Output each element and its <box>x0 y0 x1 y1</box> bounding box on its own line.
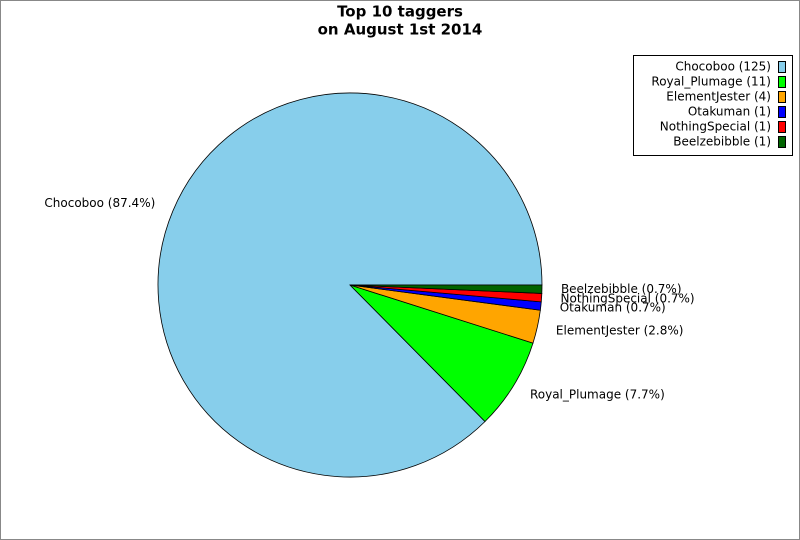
legend-label: Chocoboo (125) <box>675 60 771 74</box>
legend-label: Otakuman (1) <box>688 105 771 119</box>
legend-label: NothingSpecial (1) <box>660 120 771 134</box>
slice-label: NothingSpecial (0.7%) <box>561 291 695 305</box>
legend-swatch <box>778 106 786 118</box>
slice-label: Otakuman (0.7%) <box>560 301 666 315</box>
slice-label: Chocoboo (87.4%) <box>44 196 155 210</box>
slice-label: ElementJester (2.8%) <box>556 323 684 337</box>
pie-slice <box>349 284 543 294</box>
legend-label: Beelzebibble (1) <box>673 135 771 149</box>
slice-label: Beelzebibble (0.7%) <box>561 282 682 296</box>
legend-swatch <box>778 91 786 103</box>
legend-swatch <box>778 61 786 73</box>
legend-swatch <box>778 121 786 133</box>
legend-box <box>633 55 793 156</box>
pie-slice <box>157 92 543 478</box>
slice-label: Royal_Plumage (7.7%) <box>530 388 665 402</box>
legend-swatch <box>778 136 786 148</box>
legend-label: ElementJester (4) <box>666 90 771 104</box>
chart-title: Top 10 taggers <box>337 3 463 21</box>
chart-subtitle: on August 1st 2014 <box>318 21 483 39</box>
legend-label: Royal_Plumage (11) <box>651 75 771 89</box>
pie-slice <box>349 284 534 423</box>
legend-swatch <box>778 76 786 88</box>
